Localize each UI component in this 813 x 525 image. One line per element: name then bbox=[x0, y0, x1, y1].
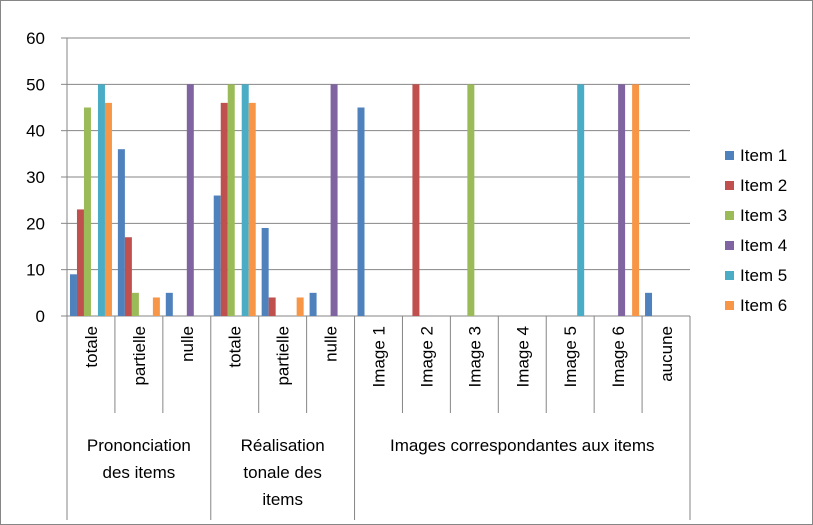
bar-item-2 bbox=[76, 209, 84, 316]
legend-label: Item 6 bbox=[740, 296, 787, 315]
y-tick-label: 20 bbox=[26, 214, 45, 233]
bar-item-2 bbox=[268, 297, 276, 316]
bar-item-1 bbox=[309, 292, 317, 316]
legend-swatch bbox=[725, 301, 734, 310]
category-label: nulle bbox=[178, 326, 197, 362]
bar-item-3 bbox=[131, 292, 139, 316]
y-tick-label: 50 bbox=[26, 75, 45, 94]
category-label: nulle bbox=[322, 326, 341, 362]
category-label: Image 5 bbox=[561, 326, 580, 387]
category-label: Image 1 bbox=[370, 326, 389, 387]
legend-swatch bbox=[725, 151, 734, 160]
bar-item-3 bbox=[227, 84, 235, 316]
group-label: Images correspondantes aux items bbox=[390, 436, 655, 455]
group-label: des items bbox=[103, 463, 176, 482]
legend-swatch bbox=[725, 181, 734, 190]
bar-item-4 bbox=[330, 84, 338, 316]
group-label: items bbox=[262, 490, 303, 509]
legend-label: Item 2 bbox=[740, 176, 787, 195]
y-tick-label: 10 bbox=[26, 261, 45, 280]
bar-item-1 bbox=[357, 107, 365, 316]
category-label: Image 6 bbox=[609, 326, 628, 387]
group-label: Prononciation bbox=[87, 436, 191, 455]
category-label: Image 2 bbox=[417, 326, 436, 387]
bar-item-5 bbox=[97, 84, 105, 316]
legend-swatch bbox=[725, 271, 734, 280]
bar-item-4 bbox=[186, 84, 194, 316]
y-tick-label: 30 bbox=[26, 168, 45, 187]
bar-item-2 bbox=[412, 84, 420, 316]
category-label: Image 4 bbox=[513, 326, 532, 387]
y-tick-label: 40 bbox=[26, 122, 45, 141]
bar-item-3 bbox=[467, 84, 475, 316]
legend-label: Item 3 bbox=[740, 206, 787, 225]
legend-label: Item 4 bbox=[740, 236, 787, 255]
bar-item-2 bbox=[124, 237, 132, 316]
bar-item-6 bbox=[248, 102, 256, 316]
bar-item-2 bbox=[220, 102, 228, 316]
bar-item-3 bbox=[83, 107, 91, 316]
group-label: Réalisation bbox=[241, 436, 325, 455]
bar-item-1 bbox=[261, 227, 269, 316]
bar-item-6 bbox=[296, 297, 304, 316]
category-label: aucune bbox=[657, 326, 676, 382]
category-label: Image 3 bbox=[465, 326, 484, 387]
bar-item-1 bbox=[165, 292, 173, 316]
bar-item-1 bbox=[213, 195, 221, 316]
y-tick-label: 60 bbox=[26, 29, 45, 48]
bar-item-4 bbox=[618, 84, 626, 316]
bar-item-6 bbox=[152, 297, 160, 316]
group-label: tonale des bbox=[243, 463, 321, 482]
legend-label: Item 1 bbox=[740, 146, 787, 165]
category-label: totale bbox=[226, 326, 245, 368]
bar-item-6 bbox=[632, 84, 640, 316]
y-tick-label: 0 bbox=[36, 307, 45, 326]
category-label: totale bbox=[82, 326, 101, 368]
bar-item-1 bbox=[69, 274, 77, 316]
bar-item-1 bbox=[117, 149, 125, 316]
bar-item-6 bbox=[104, 102, 112, 316]
category-label: partielle bbox=[274, 326, 293, 386]
bar-item-5 bbox=[241, 84, 249, 316]
legend-label: Item 5 bbox=[740, 266, 787, 285]
legend-swatch bbox=[725, 241, 734, 250]
category-label: partielle bbox=[130, 326, 149, 386]
legend-swatch bbox=[725, 211, 734, 220]
bar-item-5 bbox=[577, 84, 585, 316]
bar-item-1 bbox=[645, 292, 653, 316]
